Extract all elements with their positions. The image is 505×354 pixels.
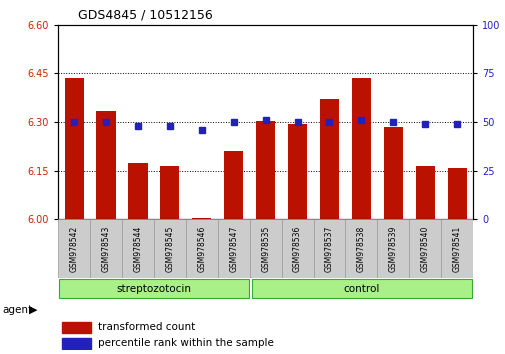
- Text: control: control: [342, 284, 379, 293]
- Bar: [192, 218, 211, 219]
- Bar: [440, 219, 472, 278]
- Bar: [217, 219, 249, 278]
- Text: GSM978547: GSM978547: [229, 225, 238, 272]
- Text: GSM978544: GSM978544: [133, 225, 142, 272]
- Bar: [160, 166, 179, 219]
- Bar: [154, 219, 185, 278]
- Bar: [319, 99, 338, 219]
- Bar: [351, 78, 370, 219]
- Bar: [90, 219, 122, 278]
- Text: GSM978546: GSM978546: [197, 225, 206, 272]
- Bar: [447, 167, 466, 219]
- Text: GSM978541: GSM978541: [452, 225, 461, 272]
- Bar: [96, 111, 116, 219]
- Bar: [249, 219, 281, 278]
- Text: GSM978539: GSM978539: [388, 225, 397, 272]
- Text: ▶: ▶: [29, 305, 37, 315]
- Text: agent: agent: [3, 305, 33, 315]
- Text: GSM978537: GSM978537: [324, 225, 333, 272]
- Bar: [377, 219, 409, 278]
- Text: GSM978535: GSM978535: [261, 225, 270, 272]
- Bar: [345, 219, 377, 278]
- Bar: [59, 279, 248, 298]
- Text: GSM978545: GSM978545: [165, 225, 174, 272]
- Bar: [65, 78, 83, 219]
- Bar: [415, 166, 434, 219]
- Text: streptozotocin: streptozotocin: [116, 284, 191, 293]
- Bar: [313, 219, 345, 278]
- Text: GSM978536: GSM978536: [292, 225, 301, 272]
- Bar: [409, 219, 440, 278]
- Bar: [287, 124, 307, 219]
- Bar: [128, 163, 147, 219]
- Text: GSM978538: GSM978538: [356, 225, 365, 272]
- Bar: [251, 279, 471, 298]
- Text: GSM978543: GSM978543: [102, 225, 111, 272]
- Bar: [224, 151, 243, 219]
- Text: GSM978540: GSM978540: [420, 225, 429, 272]
- Bar: [256, 120, 275, 219]
- Text: GSM978542: GSM978542: [70, 225, 78, 272]
- Bar: [383, 127, 402, 219]
- Bar: [122, 219, 154, 278]
- Bar: [62, 338, 91, 349]
- Bar: [185, 219, 217, 278]
- Text: transformed count: transformed count: [97, 322, 194, 332]
- Text: GDS4845 / 10512156: GDS4845 / 10512156: [78, 8, 213, 21]
- Bar: [58, 219, 90, 278]
- Bar: [62, 322, 91, 333]
- Text: percentile rank within the sample: percentile rank within the sample: [97, 338, 273, 348]
- Bar: [281, 219, 313, 278]
